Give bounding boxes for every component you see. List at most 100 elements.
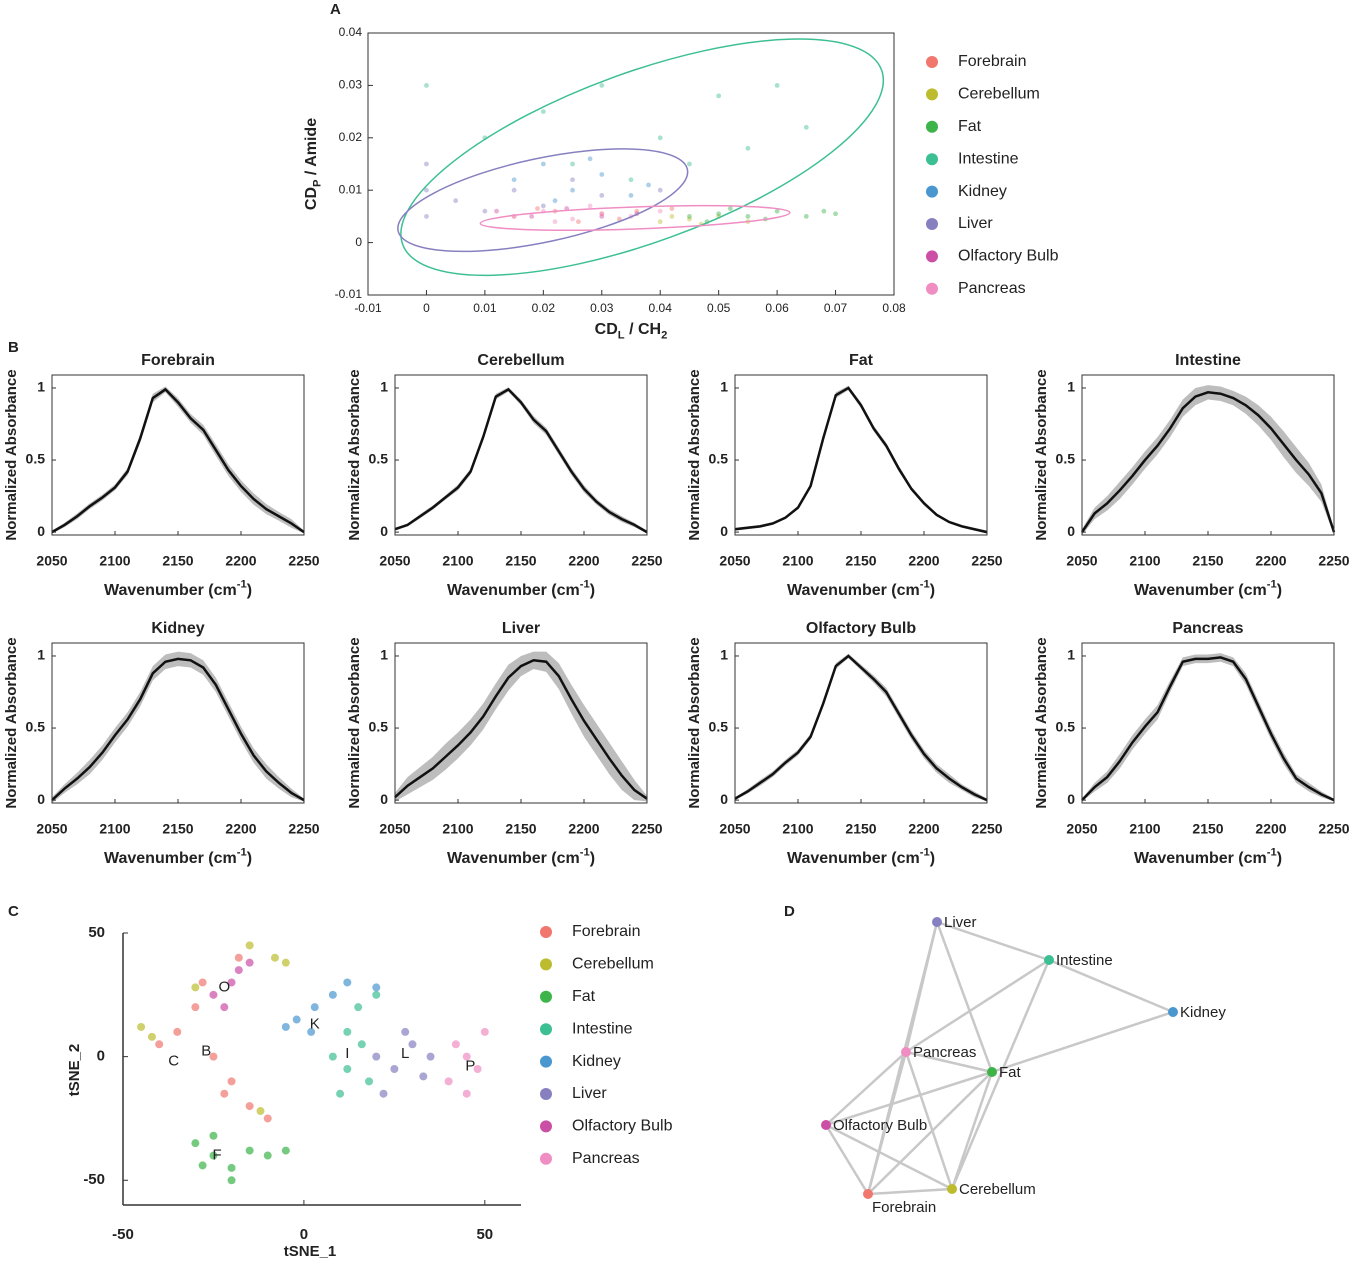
point — [155, 1040, 164, 1049]
x-tick-label: 0.03 — [590, 301, 614, 315]
y-tick-label: 0.5 — [26, 451, 46, 467]
point — [587, 156, 593, 162]
axis-label-part: ) — [1277, 850, 1282, 867]
y-tick-label: 1 — [37, 379, 45, 395]
y-tick-label: 0 — [355, 235, 362, 249]
legend-label: Kidney — [572, 1053, 621, 1070]
point — [245, 1102, 254, 1111]
axis-label: tSNE_1 — [284, 1243, 337, 1260]
plot-frame — [367, 32, 895, 296]
axis-label-part: P — [312, 179, 324, 187]
x-tick-label: 2250 — [1318, 553, 1349, 569]
x-tick-label: 2200 — [908, 821, 939, 837]
cluster-label: L — [401, 1045, 409, 1062]
point — [646, 182, 651, 188]
point — [444, 1077, 453, 1086]
point — [227, 978, 236, 987]
plot-frame — [734, 374, 988, 536]
legend-marker — [540, 1088, 552, 1100]
point — [745, 214, 751, 219]
cluster-label: I — [345, 1045, 349, 1062]
x-tick-label: 2050 — [379, 553, 410, 569]
panel-label: D — [784, 903, 795, 920]
legend-label: Kidney — [958, 183, 1007, 200]
axis-label-part: / CH — [625, 321, 661, 338]
point — [480, 1027, 489, 1036]
point — [803, 124, 809, 130]
point — [343, 1027, 352, 1036]
mean-line — [394, 387, 648, 534]
panel-label: C — [8, 903, 19, 920]
axis-label: Wavenumber (cm-1) — [104, 579, 252, 600]
ellipse — [400, 38, 885, 277]
x-tick-label: 2150 — [505, 821, 536, 837]
edge — [950, 1071, 994, 1190]
subplot-title: Olfactory Bulb — [806, 620, 916, 637]
point — [401, 1027, 410, 1036]
axis-label-part: -1 — [920, 847, 930, 859]
point — [657, 219, 663, 225]
x-tick-label: 2100 — [1129, 821, 1160, 837]
x-tick-label: 2100 — [782, 553, 813, 569]
x-tick-label: 2050 — [719, 821, 750, 837]
x-tick-label: 2250 — [631, 821, 662, 837]
axis-label-part: Wavenumber (cm — [104, 582, 237, 599]
x-tick-label: 2050 — [1066, 553, 1097, 569]
point — [587, 203, 593, 209]
point — [657, 187, 663, 193]
cluster-label: C — [168, 1053, 179, 1070]
y-axis-label: Normalized Absorbance — [3, 637, 20, 808]
x-tick-label: 2150 — [1192, 553, 1223, 569]
point — [209, 990, 218, 999]
axis-label: Wavenumber (cm-1) — [447, 847, 595, 868]
edge — [824, 1124, 870, 1195]
y-tick-label: 0.01 — [339, 182, 363, 196]
legend-marker — [926, 56, 938, 68]
point — [727, 206, 733, 211]
point — [310, 1003, 319, 1012]
point — [535, 206, 540, 211]
y-tick-label: 0 — [380, 523, 388, 539]
x-tick-label: 2200 — [908, 553, 939, 569]
point — [220, 1003, 229, 1012]
point — [281, 1146, 290, 1155]
mean-line — [734, 654, 988, 802]
point — [833, 211, 838, 217]
y-tick-label: 0 — [380, 791, 388, 807]
point — [511, 177, 517, 183]
point — [424, 83, 429, 88]
y-tick-label: 0.02 — [339, 130, 363, 144]
axis-label: Wavenumber (cm-1) — [447, 579, 595, 600]
axis-label-part: Wavenumber (cm — [104, 850, 237, 867]
axis-label-part: L — [618, 330, 625, 342]
point — [390, 1065, 399, 1073]
edge — [825, 1123, 953, 1191]
legend-label: Intestine — [572, 1020, 633, 1037]
legend-label: Intestine — [958, 150, 1019, 167]
point — [599, 211, 605, 217]
y-tick-label: 0.5 — [369, 451, 389, 467]
point — [570, 187, 575, 193]
axis-label-part: -1 — [237, 579, 247, 591]
point — [209, 1151, 218, 1160]
spread-band — [52, 651, 304, 803]
point — [716, 211, 722, 217]
spread-band — [735, 385, 987, 534]
legend-label: Cerebellum — [572, 956, 654, 973]
point — [482, 208, 488, 214]
x-tick-label: 0.04 — [649, 301, 673, 315]
x-tick-label: 2100 — [442, 821, 473, 837]
subplot-title: Cerebellum — [477, 352, 564, 369]
axis-label: Wavenumber (cm-1) — [1134, 847, 1282, 868]
x-tick-label: 2200 — [568, 553, 599, 569]
y-tick-label: 1 — [720, 647, 728, 663]
axis-label-part: ) — [590, 582, 595, 599]
subplot-title: Forebrain — [141, 352, 215, 369]
point — [628, 177, 634, 183]
legend-marker — [540, 926, 552, 938]
y-tick-label: 0 — [37, 791, 45, 807]
point — [570, 216, 575, 222]
x-tick-label: 2250 — [971, 553, 1002, 569]
y-tick-label: 0 — [37, 523, 45, 539]
axis-label-part: ) — [247, 582, 252, 599]
